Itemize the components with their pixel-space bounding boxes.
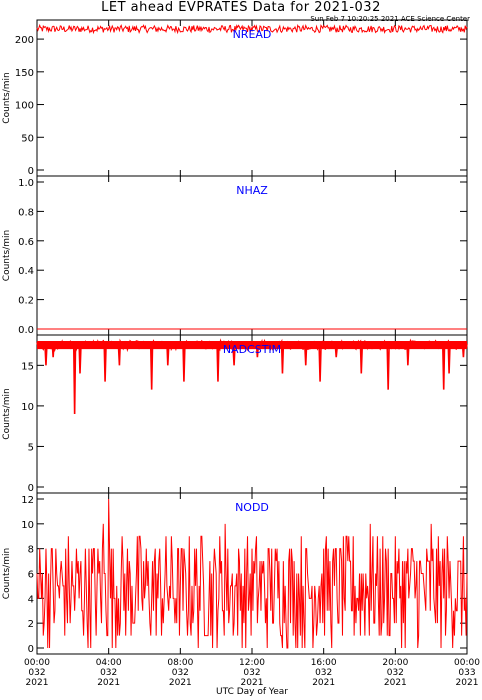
nread-ylabel: Counts/min — [2, 72, 12, 123]
nhaz-ytick-label: 1.0 — [18, 178, 34, 189]
xtick-label: 20:00 — [382, 658, 408, 668]
xtick-label: 2021 — [312, 678, 335, 688]
xtick-label: 2021 — [456, 678, 479, 688]
xtick-label: 2021 — [97, 678, 120, 688]
xtick-label: 00:00 — [24, 658, 50, 668]
xtick-label: 2021 — [169, 678, 192, 688]
nodd-ytick-label: 6 — [28, 570, 34, 581]
nread-panel-label: NREAD — [233, 28, 272, 41]
nodd-ytick-label: 12 — [21, 495, 34, 506]
nadcstim-ytick-label: 0 — [28, 483, 34, 494]
nadcstim-ytick-label: 5 — [28, 442, 34, 453]
nread-panel-frame — [36, 19, 468, 177]
nread-ytick-label: 100 — [15, 101, 34, 112]
chart-title: LET ahead EVPRATES Data for 2021-032 — [101, 0, 381, 15]
nodd-ytick-label: 0 — [28, 644, 34, 655]
xtick-label: 032 — [315, 668, 332, 678]
xtick-label: 08:00 — [167, 658, 193, 668]
xtick-label: 032 — [172, 668, 189, 678]
nodd-panel-label: NODD — [235, 501, 269, 514]
nadcstim-series-band — [37, 341, 467, 350]
nhaz-ytick-label: 0.4 — [18, 266, 34, 277]
x-axis-label: UTC Day of Year — [216, 687, 288, 697]
nhaz-ytick-label: 0.8 — [18, 207, 34, 218]
nadcstim-panel-frame — [36, 334, 468, 494]
xtick-label: 00:00 — [454, 658, 480, 668]
nread-ytick-label: 200 — [15, 35, 34, 46]
nodd-ytick-label: 8 — [28, 545, 34, 556]
xtick-label: 16:00 — [311, 658, 337, 668]
nodd-ytick-label: 4 — [28, 594, 34, 605]
xtick-label: 033 — [458, 668, 475, 678]
nread-ytick-label: 50 — [21, 133, 34, 144]
nadcstim-ytick-label: 10 — [21, 402, 34, 413]
nread-ytick-label: 0 — [28, 166, 34, 177]
xtick-label: 032 — [387, 668, 404, 678]
nhaz-ytick-label: 0.0 — [18, 325, 34, 336]
nadcstim-panel-label: NADCSTIM — [223, 343, 281, 356]
xtick-label: 2021 — [241, 678, 264, 688]
nhaz-panel-frame — [36, 175, 468, 336]
xtick-label: 04:00 — [96, 658, 122, 668]
nodd-series-line — [36, 498, 468, 649]
xtick-label: 032 — [243, 668, 260, 678]
nadcstim-ytick-label: 15 — [21, 361, 34, 372]
timestamp-label: Sun Feb 7 10:20:25 2021 ACE Science Cent… — [310, 15, 470, 23]
xtick-label: 2021 — [384, 678, 407, 688]
xtick-label: 12:00 — [239, 658, 265, 668]
nread-ytick-label: 150 — [15, 68, 34, 79]
nodd-ytick-label: 10 — [21, 520, 34, 531]
xtick-label: 032 — [28, 668, 45, 678]
nhaz-ylabel: Counts/min — [2, 230, 12, 281]
xtick-label: 2021 — [26, 678, 49, 688]
nadcstim-ylabel: Counts/min — [2, 388, 12, 439]
nread-series-line — [36, 23, 468, 35]
nodd-ylabel: Counts/min — [2, 548, 12, 599]
nhaz-panel-label: NHAZ — [236, 184, 268, 197]
nhaz-ytick-label: 0.6 — [18, 237, 34, 248]
nodd-ytick-label: 2 — [28, 619, 34, 630]
nhaz-ytick-label: 0.2 — [18, 296, 34, 307]
xtick-label: 032 — [100, 668, 117, 678]
